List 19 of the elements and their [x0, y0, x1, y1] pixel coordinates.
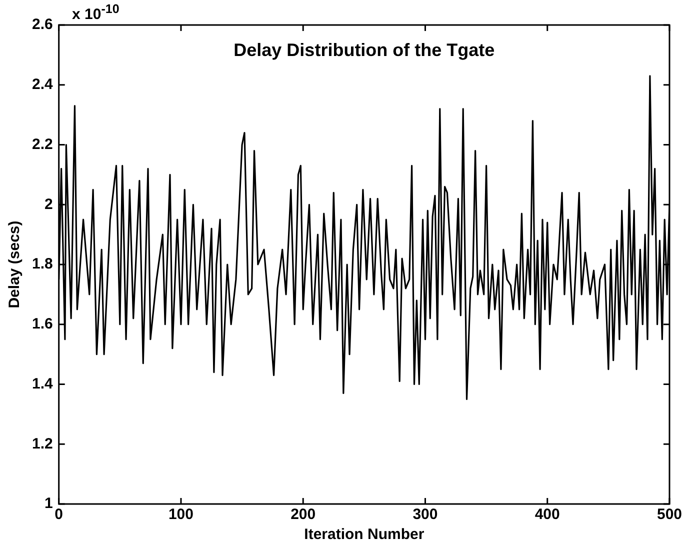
- y-tick-label: 2.2: [32, 136, 53, 153]
- x-tick-label: 300: [412, 506, 438, 524]
- y-tick-label: 2.4: [32, 76, 54, 94]
- x-tick-label: 500: [656, 506, 682, 524]
- x-tick-label: 100: [168, 506, 194, 524]
- y-tick-label: 1.6: [32, 316, 53, 333]
- x-tick-label: 400: [534, 506, 560, 524]
- y-axis-title: Delay (secs): [6, 220, 24, 308]
- y-tick-label: 1.8: [32, 256, 53, 273]
- text: Delay Distribution of the Tgate: [234, 40, 495, 60]
- x-tick-label: 0: [54, 506, 64, 524]
- y-tick-label: 1: [44, 495, 53, 512]
- y-tick-label: 1.2: [32, 435, 53, 452]
- y-tick-label: 2: [44, 196, 53, 213]
- y-tick-label: 2.6: [32, 16, 53, 34]
- y-tick-label: 1.4: [32, 375, 54, 392]
- x-tick-label: 200: [290, 506, 316, 524]
- x-axis-title: Iteration Number: [304, 526, 424, 544]
- text: x 10$^{-10}$: [72, 2, 120, 23]
